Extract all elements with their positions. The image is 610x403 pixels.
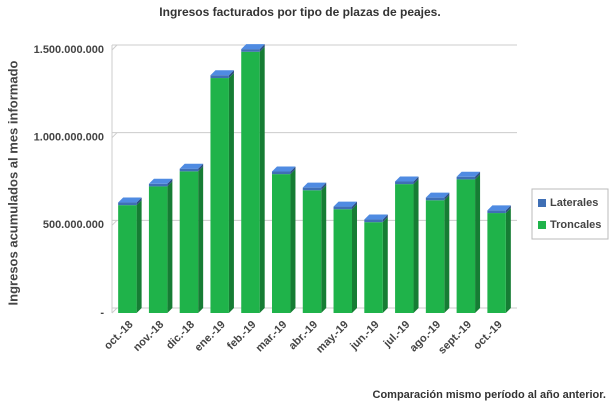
- bar-side: [413, 176, 419, 185]
- x-tick-label: ene.-19: [193, 319, 228, 354]
- legend-swatch: [538, 221, 546, 229]
- bar-top: [179, 163, 204, 169]
- bar-top: [333, 201, 357, 207]
- bar: [272, 171, 291, 175]
- bar: [241, 49, 260, 52]
- x-tick-label: dic.-18: [164, 319, 197, 352]
- bar-side: [321, 182, 327, 191]
- bar-top: [148, 178, 173, 184]
- bar: [179, 168, 199, 172]
- legend-box: [531, 188, 609, 240]
- bar: [118, 202, 137, 206]
- bar-top: [487, 205, 511, 211]
- legend-swatch: [538, 199, 546, 207]
- bar: [302, 187, 322, 191]
- y-tick-label: 1.500.000.000: [34, 44, 104, 56]
- bar: [272, 174, 291, 313]
- bar-side: [475, 174, 481, 313]
- bar-side: [382, 217, 388, 313]
- bar: [364, 219, 383, 223]
- bar: [487, 210, 506, 214]
- bar-side: [321, 185, 327, 313]
- bar-side: [444, 195, 450, 313]
- bar-top: [456, 171, 481, 177]
- grid-tick: [111, 307, 118, 314]
- bar-side: [505, 205, 511, 214]
- bar-top: [364, 214, 388, 220]
- x-tick-label: mar.-19: [254, 319, 290, 355]
- bar-side: [352, 201, 357, 210]
- bar: [364, 222, 383, 313]
- bar-side: [352, 204, 357, 313]
- bar: [148, 183, 168, 187]
- bar-side: [198, 163, 204, 172]
- grid-tick: [111, 132, 118, 139]
- bar-top: [395, 176, 419, 182]
- bar: [210, 78, 229, 313]
- bar: [179, 171, 199, 313]
- bar-side: [259, 44, 265, 52]
- bar: [425, 200, 445, 313]
- x-tick-label: may.-19: [314, 319, 351, 356]
- y-tick-label: 500.000.000: [43, 219, 104, 231]
- y-tick-label: -: [100, 307, 104, 319]
- bar-side: [167, 181, 173, 313]
- x-tick-label: jun.-19: [347, 319, 381, 353]
- bar: [333, 206, 352, 210]
- bar: [241, 51, 260, 314]
- bar-side: [444, 192, 450, 201]
- bar: [425, 197, 445, 201]
- bar-top: [302, 182, 327, 188]
- bar-side: [475, 171, 481, 180]
- bar-side: [290, 169, 296, 313]
- bar: [456, 179, 476, 313]
- grid-tick: [111, 44, 118, 51]
- bar-top: [118, 197, 142, 203]
- bar: [210, 75, 229, 79]
- bar: [333, 209, 352, 313]
- annotation: Comparación mismo período al año anterio…: [373, 389, 607, 401]
- bar: [302, 190, 322, 313]
- grid-tick: [111, 219, 118, 226]
- bar: [456, 176, 476, 180]
- bar-side: [259, 46, 265, 314]
- bar: [118, 205, 137, 313]
- x-tick-label: nov.-18: [131, 319, 166, 354]
- bar-side: [228, 73, 234, 313]
- x-tick-label: oct.-19: [471, 319, 505, 353]
- chart-title: Ingresos facturados por tipo de plazas d…: [159, 5, 440, 19]
- bar-side: [382, 214, 388, 223]
- bar-side: [290, 166, 296, 175]
- y-axis-title: Ingresos acumulados al mes informado: [5, 60, 20, 305]
- legend-label: Laterales: [550, 197, 598, 209]
- bar-top: [425, 192, 450, 198]
- bar-side: [198, 166, 204, 313]
- bar-side: [136, 197, 142, 206]
- bar: [487, 213, 506, 313]
- bar-side: [167, 178, 173, 187]
- bar-top: [210, 70, 234, 76]
- x-tick-label: oct.-18: [102, 319, 136, 353]
- y-tick-label: 1.000.000.000: [34, 132, 104, 144]
- bar-side: [413, 179, 419, 313]
- bar-side: [228, 70, 234, 79]
- x-tick-label: sept.-19: [436, 319, 474, 357]
- bar-side: [136, 200, 142, 313]
- bar: [148, 186, 168, 313]
- bar-top: [272, 166, 296, 172]
- bar: [395, 181, 414, 185]
- bar-top: [241, 44, 265, 50]
- bar: [395, 184, 414, 313]
- legend-label: Troncales: [550, 219, 601, 231]
- bar-side: [505, 208, 511, 313]
